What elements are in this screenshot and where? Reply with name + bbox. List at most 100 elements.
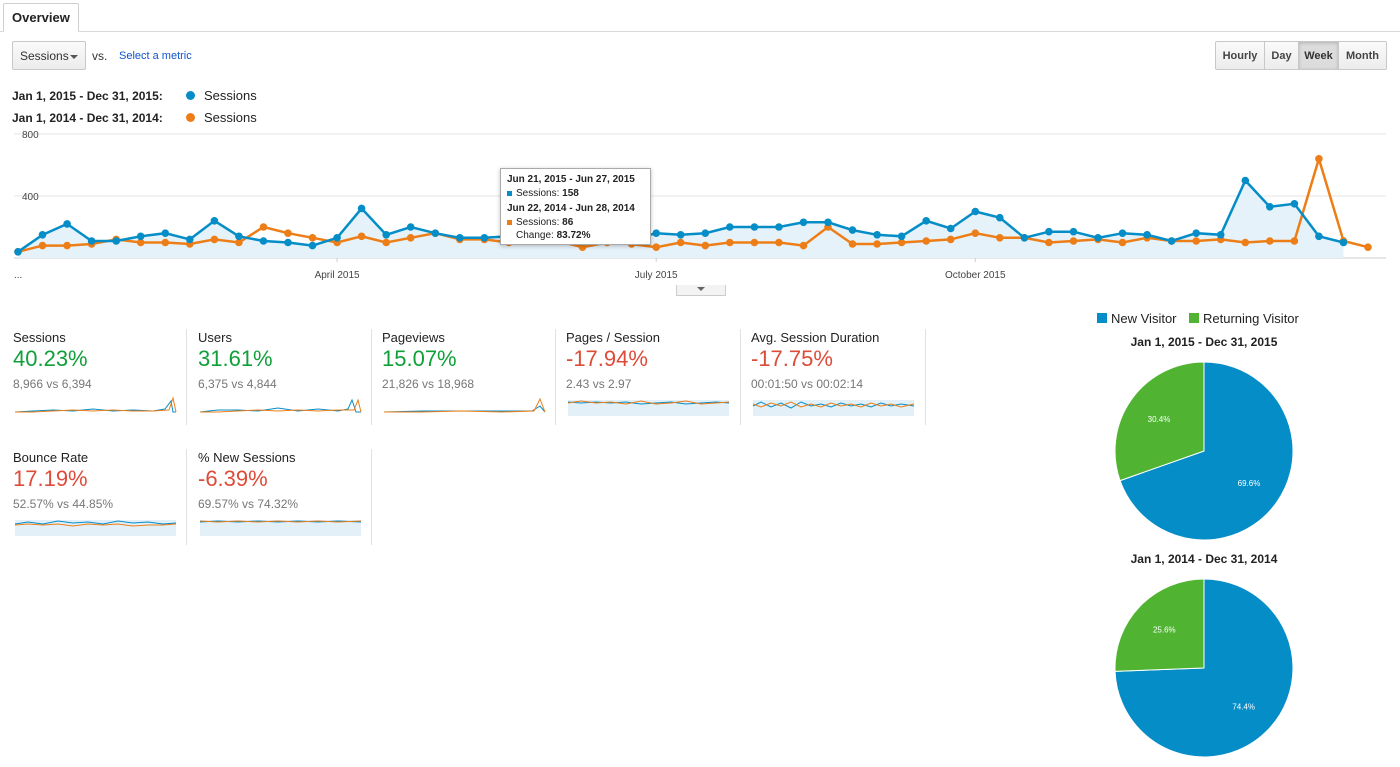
data-point-1[interactable] [848,240,857,248]
primary-metric-dropdown[interactable]: Sessions [12,41,86,70]
card-new-sessions[interactable]: % New Sessions -6.39% 69.57% vs 74.32% [198,450,368,546]
data-point-1[interactable] [873,240,881,248]
data-point-1[interactable] [63,241,71,250]
data-point-0[interactable] [848,226,857,234]
data-point-0[interactable] [652,229,660,237]
card-bounce-rate[interactable]: Bounce Rate 17.19% 52.57% vs 44.85% [13,450,183,546]
data-point-1[interactable] [38,241,47,250]
data-point-0[interactable] [799,218,808,227]
card-pages-session[interactable]: Pages / Session -17.94% 2.43 vs 2.97 [566,330,736,426]
data-point-0[interactable] [1290,200,1299,208]
data-point-0[interactable] [284,238,292,247]
data-point-1[interactable] [775,238,783,247]
data-point-1[interactable] [1192,237,1200,245]
data-point-0[interactable] [1143,231,1151,239]
card-pageviews[interactable]: Pageviews 15.07% 21,826 vs 18,968 [382,330,552,426]
data-point-1[interactable] [578,243,587,251]
data-point-0[interactable] [1315,232,1323,241]
data-point-0[interactable] [186,235,194,244]
data-point-0[interactable] [1020,234,1029,242]
data-point-1[interactable] [406,234,415,242]
pie-chart-2014[interactable]: 74.4% 25.6% [1114,578,1294,758]
data-point-0[interactable] [824,218,832,227]
data-point-1[interactable] [1045,238,1053,247]
card-sessions[interactable]: Sessions 40.23% 8,966 vs 6,394 [13,330,183,426]
card-users[interactable]: Users 31.61% 6,375 vs 4,844 [198,330,368,426]
data-point-0[interactable] [726,223,734,231]
data-point-0[interactable] [38,231,47,239]
data-point-0[interactable] [775,223,783,231]
data-point-0[interactable] [456,234,464,242]
data-point-0[interactable] [1192,229,1200,237]
card-avg-session-duration[interactable]: Avg. Session Duration -17.75% 00:01:50 v… [751,330,921,426]
data-point-1[interactable] [1315,155,1323,163]
data-point-1[interactable] [1241,238,1250,247]
pie-chart-2015[interactable]: 69.6% 30.4% [1114,361,1294,541]
data-point-0[interactable] [701,229,710,237]
data-point-1[interactable] [1364,243,1372,251]
data-point-1[interactable] [922,237,930,245]
data-point-0[interactable] [1167,237,1176,245]
data-point-0[interactable] [1216,231,1225,239]
data-point-0[interactable] [87,237,96,245]
sessions-line-chart[interactable]: 800 400... April 2015 July 2015 October 2015 [0,128,1400,288]
data-point-0[interactable] [946,224,955,233]
data-point-0[interactable] [1069,227,1078,236]
tab-overview[interactable]: Overview [3,3,79,32]
hourly-button[interactable]: Hourly [1215,41,1265,70]
data-point-1[interactable] [284,229,292,237]
month-button[interactable]: Month [1338,41,1387,70]
week-button[interactable]: Week [1298,41,1339,70]
data-point-0[interactable] [480,234,489,242]
data-point-0[interactable] [922,217,930,225]
data-point-0[interactable] [1118,229,1127,237]
data-point-0[interactable] [971,207,980,216]
data-point-1[interactable] [701,241,710,250]
data-point-1[interactable] [750,238,759,247]
data-point-1[interactable] [235,238,243,247]
data-point-0[interactable] [235,232,243,241]
data-point-0[interactable] [676,231,685,239]
pie-slice-new-visitor[interactable] [1119,361,1294,541]
data-point-0[interactable] [382,231,391,239]
data-point-1[interactable] [357,232,366,241]
day-button[interactable]: Day [1264,41,1299,70]
data-point-0[interactable] [112,237,120,245]
data-point-0[interactable] [161,229,170,237]
data-point-0[interactable] [357,204,366,213]
data-point-0[interactable] [63,220,71,228]
data-point-0[interactable] [897,232,906,241]
data-point-0[interactable] [873,231,881,239]
data-point-1[interactable] [210,235,219,244]
data-point-1[interactable] [382,238,391,247]
pie-slice-returning-visitor[interactable] [1114,578,1205,672]
data-point-1[interactable] [308,234,317,242]
data-point-0[interactable] [333,234,341,242]
data-point-1[interactable] [136,238,145,247]
data-point-1[interactable] [1266,237,1274,245]
data-point-1[interactable] [1118,238,1127,247]
data-point-1[interactable] [996,234,1004,242]
data-point-0[interactable] [406,223,415,231]
pie-slice-returning-visitor[interactable] [1114,361,1205,482]
chart-collapse-handle[interactable] [676,285,726,296]
data-point-1[interactable] [676,238,685,247]
data-point-1[interactable] [971,229,980,237]
data-point-0[interactable] [996,213,1004,222]
data-point-0[interactable] [210,217,219,225]
data-point-0[interactable] [1045,227,1053,236]
data-point-1[interactable] [259,223,268,231]
data-point-0[interactable] [750,223,759,231]
data-point-0[interactable] [1241,176,1250,185]
data-point-1[interactable] [946,235,955,244]
data-point-0[interactable] [259,237,268,245]
data-point-1[interactable] [161,238,170,247]
data-point-0[interactable] [136,232,145,241]
data-point-1[interactable] [1290,237,1299,245]
data-point-1[interactable] [652,243,660,251]
data-point-1[interactable] [726,238,734,247]
data-point-1[interactable] [1069,237,1078,245]
data-point-0[interactable] [431,229,440,237]
data-point-0[interactable] [1339,238,1348,247]
data-point-0[interactable] [1266,203,1274,211]
